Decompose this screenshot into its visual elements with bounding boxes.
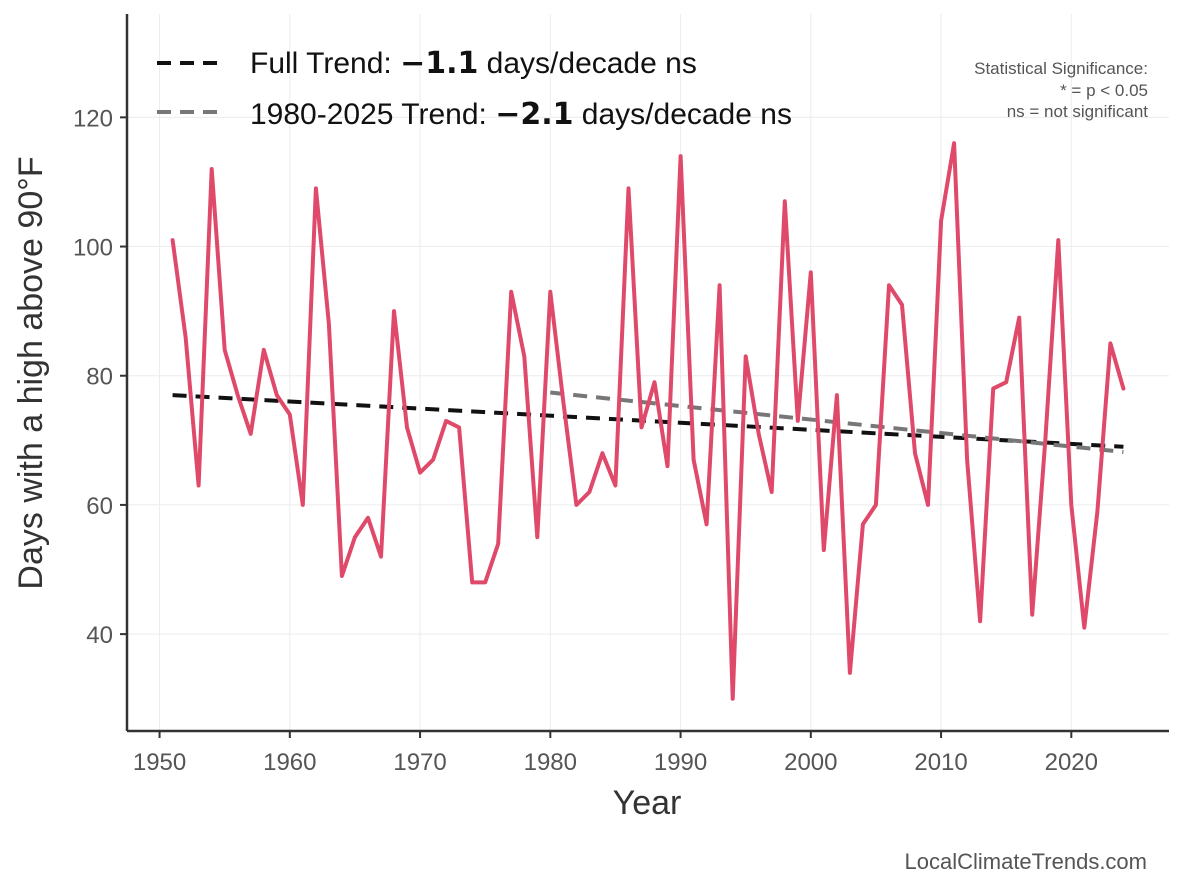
series [170, 141, 1126, 701]
legend-label-recent-trend: 1980-2025 Trend: −2.1 days/decade ns [250, 97, 792, 132]
significance-note-line-3: ns = not significant [1007, 102, 1149, 121]
legend-recent-trend-value: −2.1 [495, 97, 573, 132]
ticks: 1950 1960 1970 1980 1990 2000 2010 2020 40 60 80 10… [73, 105, 1098, 776]
x-tick-label-2010: 2010 [914, 749, 967, 776]
legend-full-trend-suffix: days/decade ns [478, 47, 696, 80]
legend-recent-trend-suffix: days/decade ns [573, 98, 791, 131]
y-tick-label-80: 80 [86, 364, 113, 391]
y-tick-label-120: 120 [73, 105, 113, 132]
significance-note-line-1: Statistical Significance: [974, 59, 1148, 78]
x-tick-label-1990: 1990 [654, 749, 707, 776]
x-tick-label-1970: 1970 [393, 749, 446, 776]
y-tick-label-40: 40 [86, 622, 113, 649]
x-tick-label-2020: 2020 [1045, 749, 1098, 776]
legend-full-trend-prefix: Full Trend: [250, 47, 400, 80]
significance-note-line-2: * = p < 0.05 [1060, 81, 1148, 100]
series-line [170, 141, 1126, 701]
grid [127, 14, 1169, 731]
significance-note: Statistical Significance: * = p < 0.05 n… [974, 59, 1148, 121]
x-tick-label-1980: 1980 [524, 749, 577, 776]
legend: Full Trend: −1.1 days/decade ns 1980-202… [157, 46, 792, 132]
x-tick-label-1960: 1960 [263, 749, 316, 776]
x-tick-label-2000: 2000 [784, 749, 837, 776]
axes [125, 14, 1169, 733]
legend-full-trend-value: −1.1 [400, 46, 478, 81]
y-axis-title: Days with a high above 90°F [12, 156, 50, 589]
x-tick-label-1950: 1950 [133, 749, 186, 776]
legend-recent-trend-prefix: 1980-2025 Trend: [250, 98, 495, 131]
y-tick-label-100: 100 [73, 235, 113, 262]
y-tick-label-60: 60 [86, 493, 113, 520]
legend-label-full-trend: Full Trend: −1.1 days/decade ns [250, 46, 697, 81]
credit-text: LocalClimateTrends.com [905, 849, 1148, 874]
x-axis-title: Year [613, 784, 682, 822]
